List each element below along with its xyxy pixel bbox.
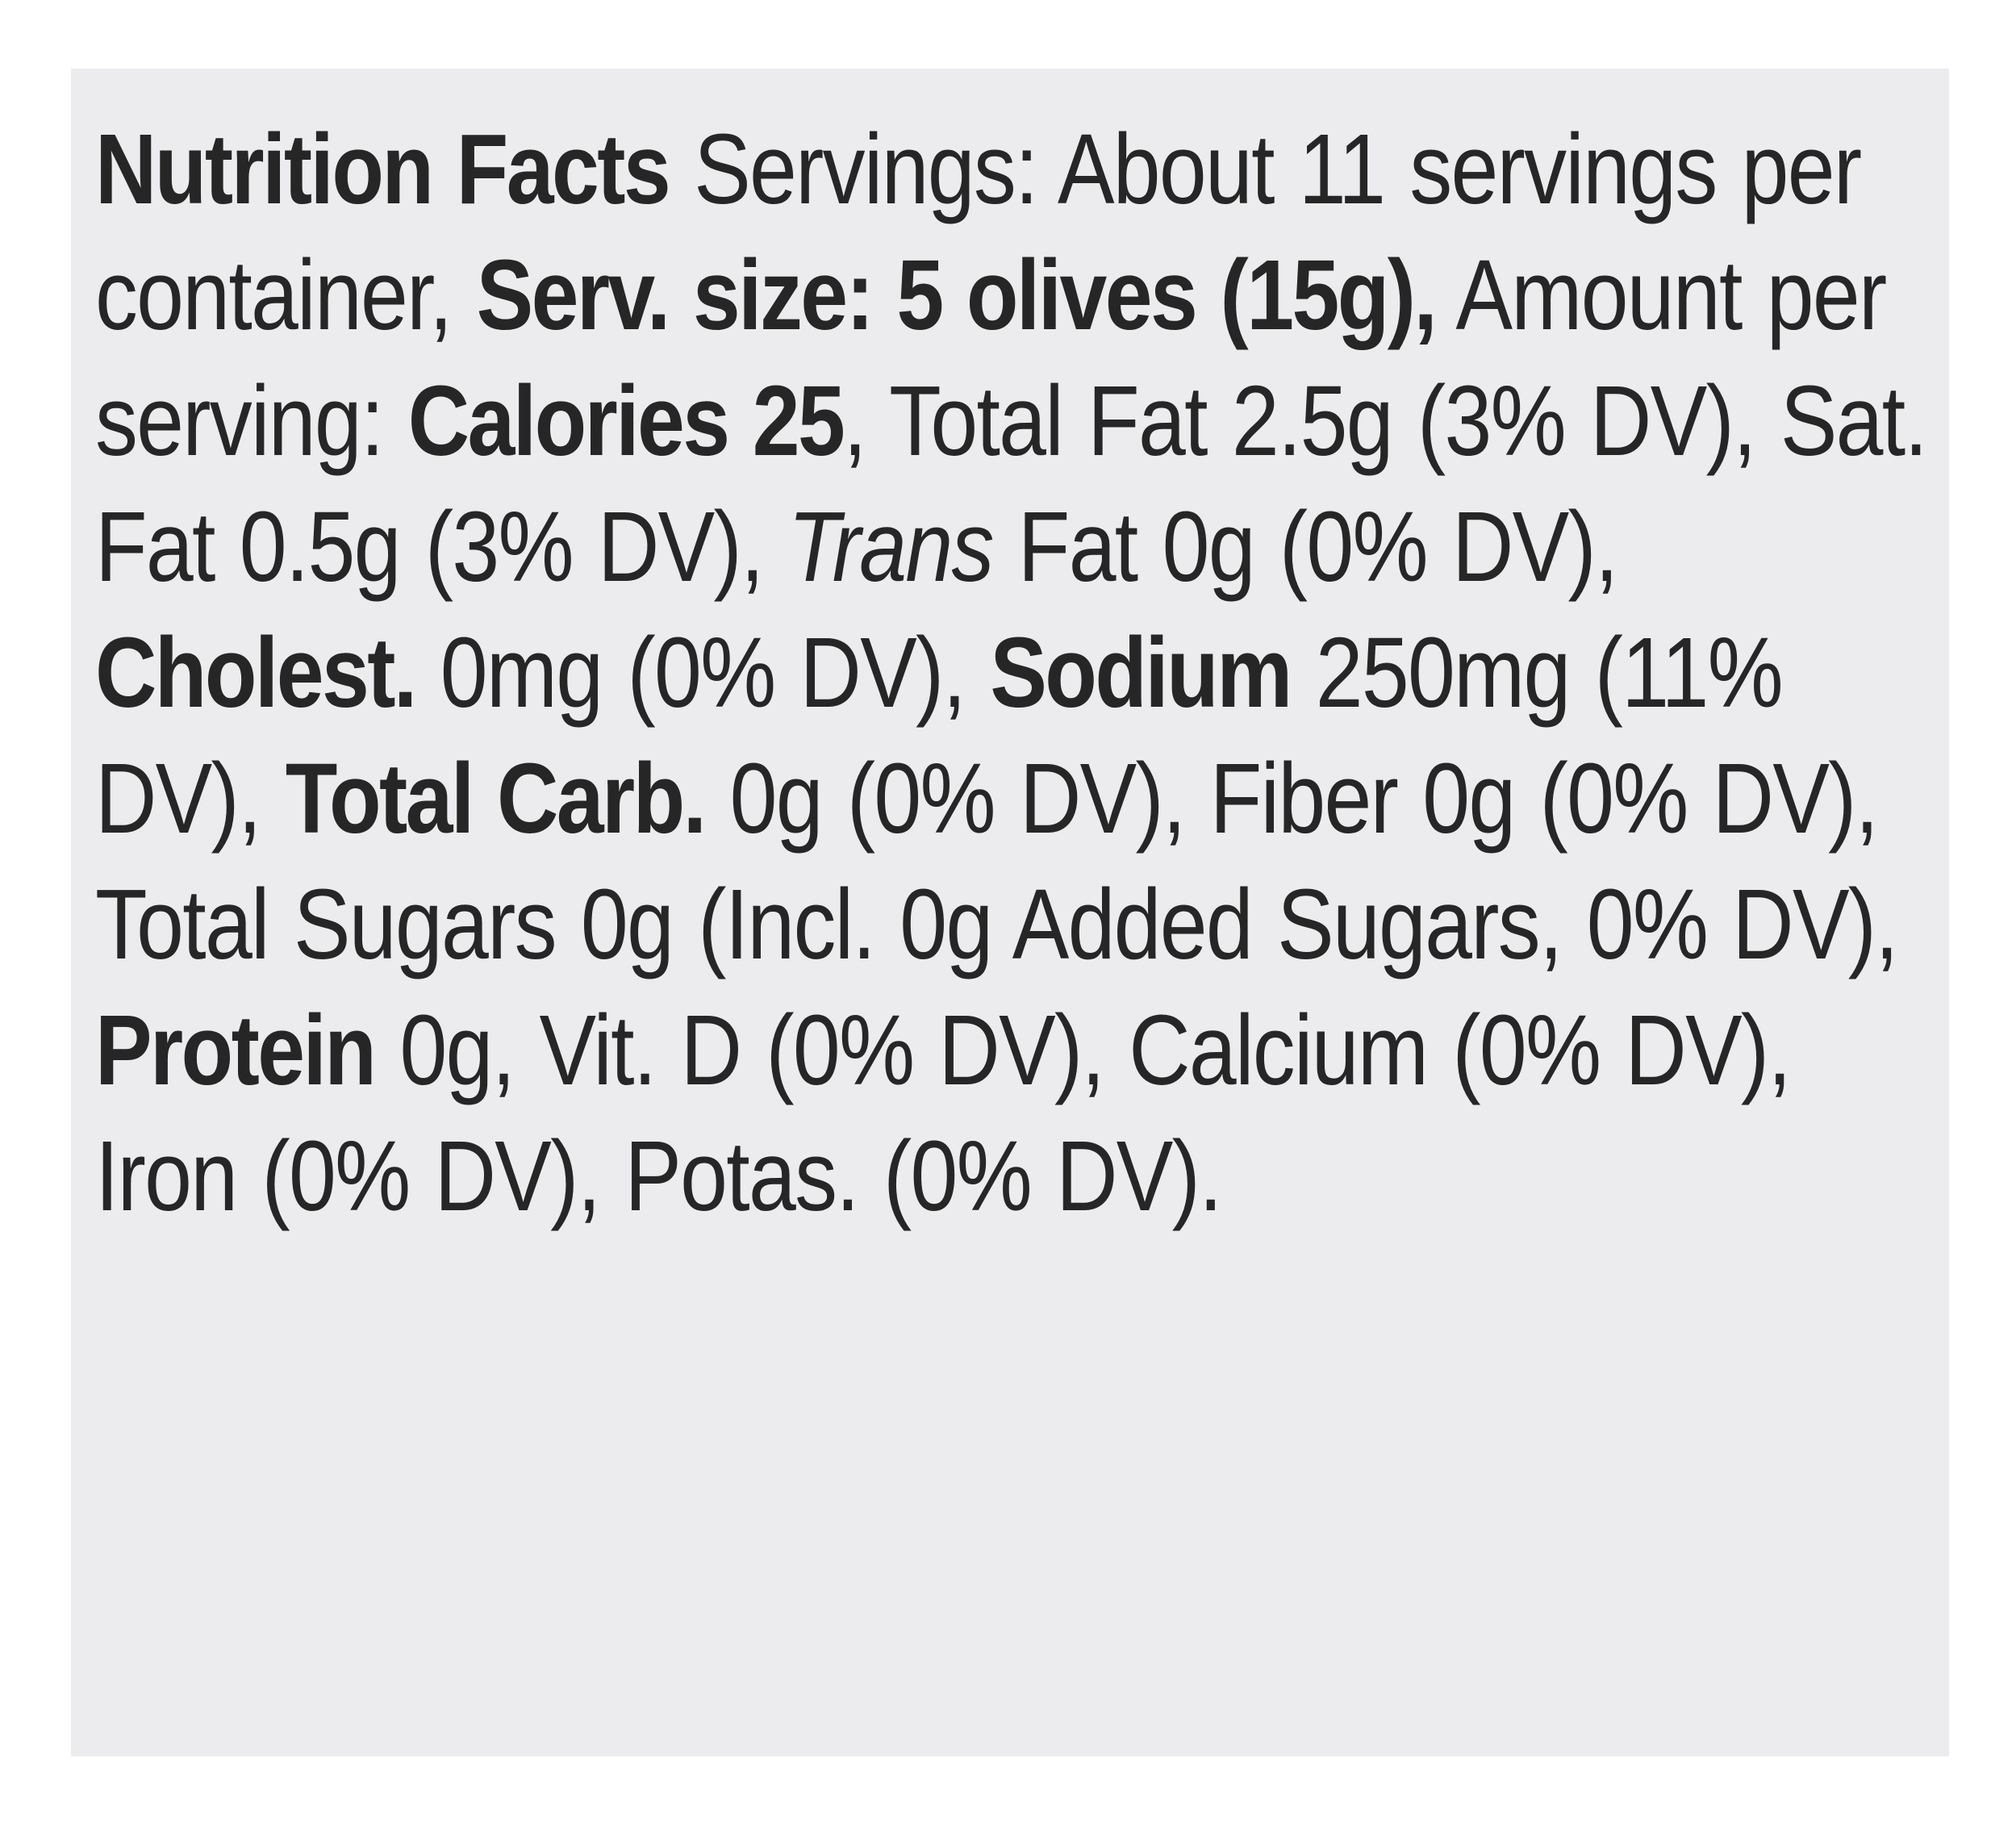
nutrition-label-panel: Nutrition Facts Servings: About 11 servi… <box>71 69 1949 1756</box>
total-fat-text: , Total Fat 2.5g (3% DV), Sat. Fat 0.5g … <box>95 366 1928 603</box>
trans-label: Trans <box>787 492 995 603</box>
sodium-value: 250mg (11% DV), <box>95 618 1784 854</box>
protein-value-text: 0g, Vit. D (0% DV), Calcium (0% DV), Iro… <box>95 996 1792 1232</box>
cholesterol-value: 0mg (0% DV), <box>415 618 991 729</box>
trans-fat-text: Fat 0g (0% DV), <box>992 492 1619 603</box>
serving-size-label: Serv. size: 5 olives (15g), <box>476 240 1438 351</box>
sodium-label: Sodium <box>990 618 1292 729</box>
nutrition-facts-text: Nutrition Facts Servings: About 11 servi… <box>95 107 1934 1240</box>
calories-label: Calories 25 <box>407 366 845 477</box>
cholesterol-label: Cholest. <box>95 618 417 729</box>
total-carb-label: Total Carb. <box>285 744 707 854</box>
servings-text: Servings: About 11 servings per containe… <box>95 115 1862 351</box>
amount-per-serving-text: Amount per serving: <box>95 240 1887 477</box>
carb-value-text: 0g (0% DV), Fiber 0g (0% DV), Total Suga… <box>95 744 1899 980</box>
protein-label: Protein <box>95 996 377 1106</box>
nutrition-facts-title: Nutrition Facts <box>95 115 671 225</box>
